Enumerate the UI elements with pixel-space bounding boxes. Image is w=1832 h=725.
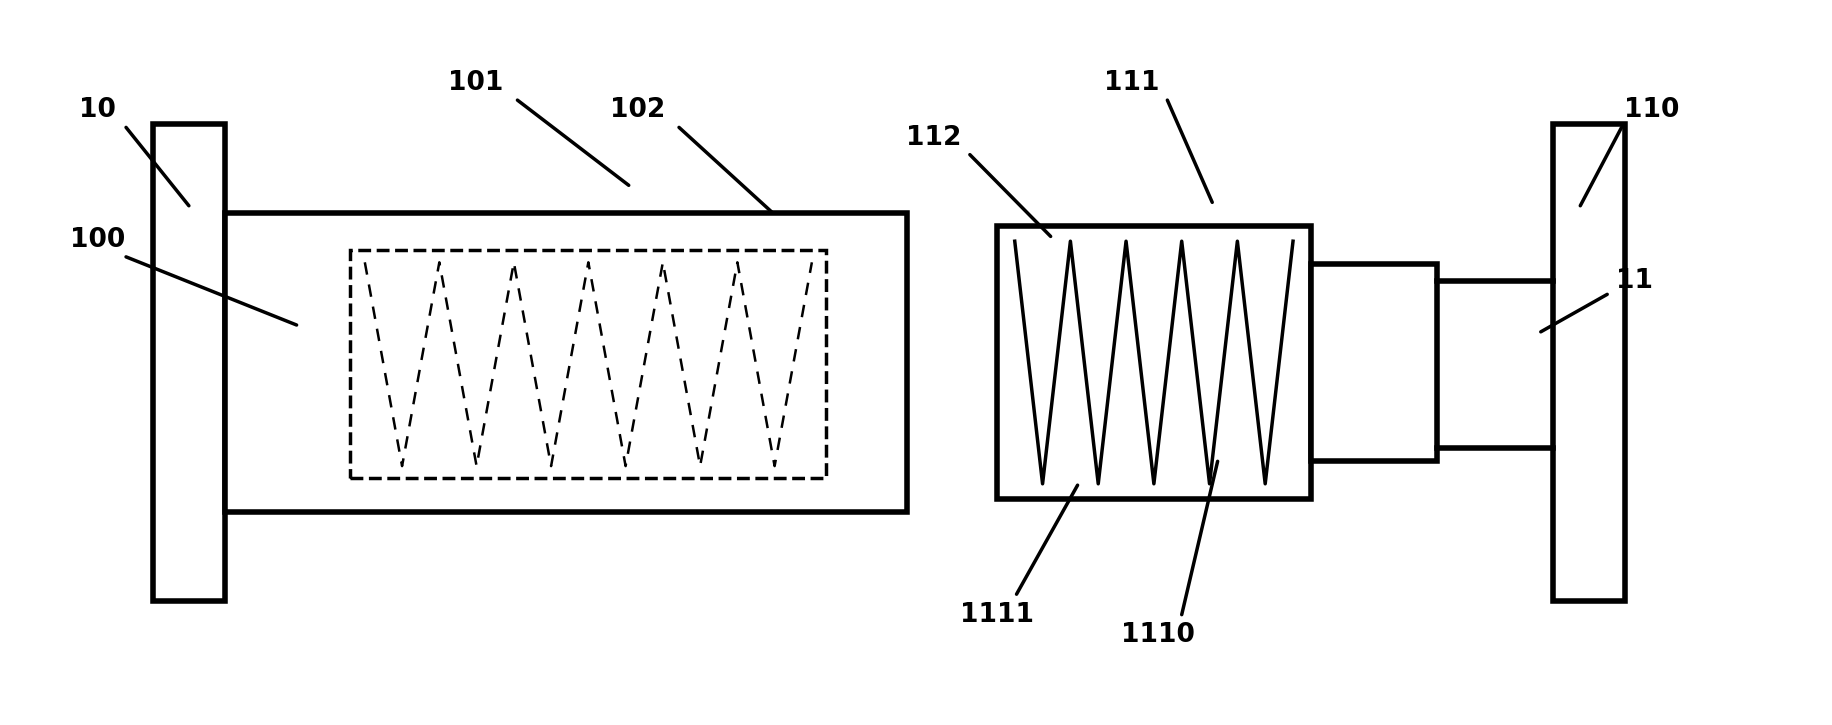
Bar — [1312, 264, 1436, 461]
Text: 10: 10 — [79, 97, 115, 123]
Bar — [225, 212, 907, 513]
Text: 1111: 1111 — [960, 602, 1033, 628]
Text: 11: 11 — [1616, 268, 1652, 294]
Text: 101: 101 — [449, 70, 504, 96]
Bar — [350, 250, 826, 478]
Text: 102: 102 — [610, 97, 665, 123]
Text: 100: 100 — [70, 227, 125, 253]
Text: 112: 112 — [907, 125, 962, 151]
Bar — [154, 124, 225, 601]
Text: 1110: 1110 — [1121, 622, 1194, 648]
Bar — [1554, 124, 1625, 601]
Bar — [997, 226, 1312, 499]
Text: 110: 110 — [1625, 97, 1680, 123]
Text: 111: 111 — [1103, 70, 1160, 96]
